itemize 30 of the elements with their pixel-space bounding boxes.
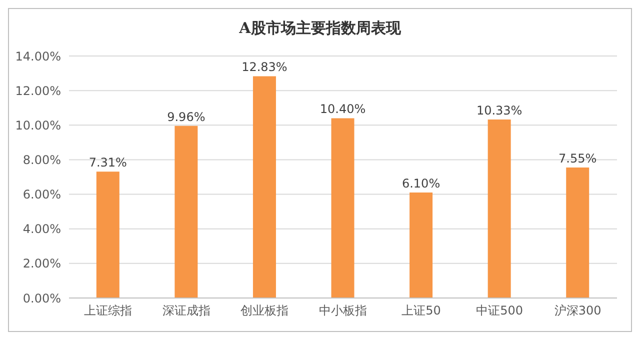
y-tick-label: 2.00% (22, 256, 61, 271)
bar (174, 126, 198, 298)
y-tick-label: 8.00% (22, 152, 61, 167)
y-tick-label: 6.00% (22, 188, 61, 202)
y-tick-label: 12.00% (15, 84, 61, 98)
bar (488, 119, 511, 298)
x-tick-label: 沪深300 (554, 304, 602, 318)
y-tick-label: 0.00% (22, 291, 61, 306)
bar (96, 172, 120, 298)
x-tick-label: 上证综指 (84, 304, 132, 318)
x-tick-label: 创业板指 (240, 304, 289, 318)
x-tick-label: 深证成指 (162, 304, 210, 318)
y-tick-label: 4.00% (22, 222, 61, 236)
data-label: 10.40% (320, 102, 366, 116)
data-label: 7.55% (558, 151, 597, 166)
bar (252, 76, 276, 298)
data-label: 6.10% (402, 176, 440, 191)
data-label: 10.33% (476, 103, 522, 118)
bar (566, 167, 590, 298)
x-tick-label: 中证500 (476, 304, 524, 318)
data-label: 12.83% (242, 60, 288, 74)
bar (410, 192, 433, 298)
bar (331, 118, 354, 298)
y-tick-label: 10.00% (15, 118, 61, 132)
data-label: 9.96% (167, 110, 206, 124)
x-tick-label: 上证50 (402, 304, 441, 318)
chart-title: A股市场主要指数周表现 (238, 19, 402, 38)
x-tick-label: 中小板指 (319, 304, 367, 318)
data-label: 7.31% (88, 156, 127, 170)
y-tick-label: 14.00% (15, 49, 61, 64)
